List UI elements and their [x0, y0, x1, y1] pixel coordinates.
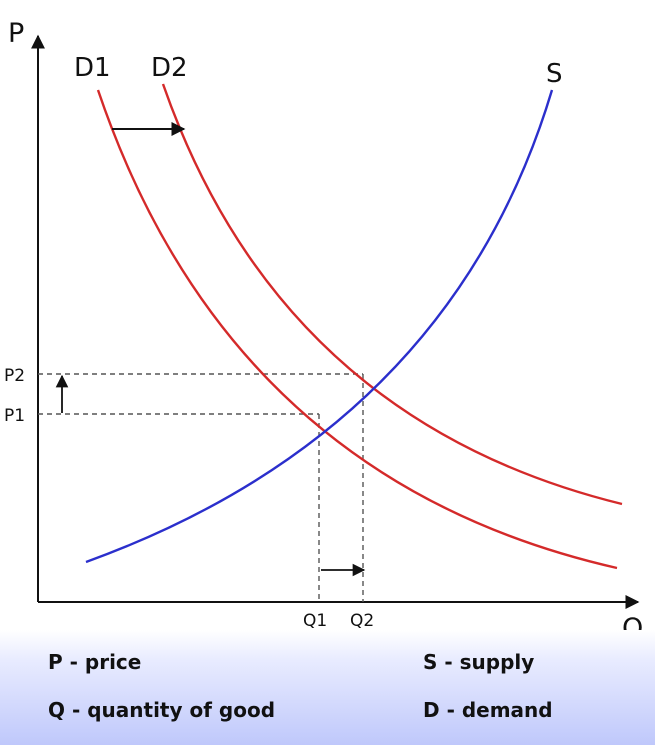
legend-quantity: Q - quantity of good [48, 698, 276, 722]
legend-supply: S - supply [423, 650, 535, 674]
demand-curve-d1 [96, 89, 618, 570]
legend-demand: D - demand [423, 698, 553, 722]
s-label: S [546, 59, 563, 89]
d2-label: D2 [151, 53, 188, 83]
legend-price: P - price [48, 650, 142, 674]
d1-label: D1 [74, 53, 111, 83]
p1-tick-label: P1 [4, 406, 25, 426]
supply-curve [85, 89, 554, 564]
legend-panel: P - price Q - quantity of good S - suppl… [0, 630, 655, 745]
supply-demand-diagram: P Q D1 D2 S P2 P1 Q1 Q2 [4, 18, 643, 640]
demand-curve-d2 [161, 83, 623, 506]
q2-tick-label: Q2 [350, 611, 374, 631]
p2-tick-label: P2 [4, 366, 25, 386]
q1-tick-label: Q1 [303, 611, 327, 631]
y-axis-label: P [8, 18, 24, 49]
